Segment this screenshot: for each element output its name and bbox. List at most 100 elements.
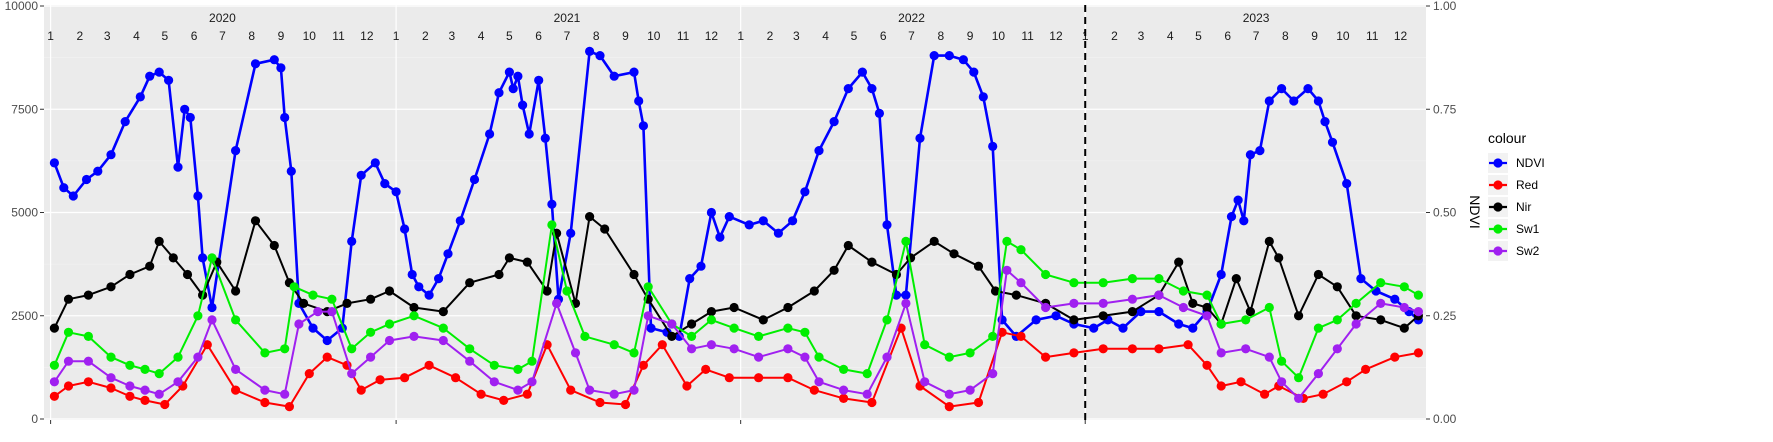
y-right-tick-label: 0.00 — [1433, 412, 1457, 426]
data-point-sw1 — [1313, 323, 1323, 333]
data-point-nir — [522, 257, 532, 267]
data-point-red — [1098, 344, 1108, 354]
data-point-ndvi — [867, 84, 877, 94]
data-point-ndvi — [1264, 96, 1274, 106]
data-point-nir — [973, 261, 984, 271]
data-point-nir — [843, 240, 853, 251]
data-point-sw1 — [106, 352, 116, 362]
year-label: 2020 — [209, 11, 236, 25]
data-point-nir — [145, 261, 155, 271]
data-point-sw2 — [1098, 298, 1108, 308]
data-point-sw1 — [1127, 274, 1137, 284]
y-axis-right-title: NDVI — [1467, 195, 1483, 228]
data-point-sw1 — [609, 340, 619, 350]
data-point-ndvi — [391, 187, 401, 197]
month-label: 9 — [622, 29, 629, 43]
data-point-sw1 — [154, 369, 164, 379]
data-point-nir — [687, 319, 697, 329]
month-label: 1 — [737, 29, 744, 43]
data-point-sw2 — [920, 377, 930, 387]
data-point-sw2 — [882, 352, 892, 362]
data-point-sw1 — [173, 352, 183, 362]
legend-label-ndvi: NDVI — [1516, 156, 1545, 170]
data-point-sw1 — [1277, 356, 1287, 366]
data-point-sw1 — [1351, 298, 1361, 308]
data-point-sw1 — [629, 348, 639, 358]
data-point-sw1 — [783, 323, 793, 333]
data-point-sw2 — [347, 369, 357, 379]
data-point-ndvi — [1174, 319, 1184, 329]
data-point-ndvi — [1216, 269, 1226, 280]
data-point-sw1 — [1376, 278, 1386, 288]
data-point-ndvi — [434, 274, 444, 284]
data-point-sw1 — [1241, 315, 1251, 325]
data-point-ndvi — [944, 51, 954, 61]
data-point-ndvi — [68, 191, 78, 201]
data-point-nir — [990, 286, 1001, 296]
data-point-sw2 — [1294, 393, 1304, 403]
data-point-ndvi — [1233, 195, 1243, 205]
data-point-ndvi — [800, 187, 810, 197]
data-point-red — [1342, 377, 1352, 387]
data-point-sw2 — [944, 389, 954, 399]
data-point-sw1 — [193, 311, 203, 321]
data-point-sw2 — [83, 356, 93, 366]
data-point-ndvi — [758, 216, 768, 226]
data-point-ndvi — [1245, 150, 1255, 160]
data-point-red — [125, 391, 135, 401]
data-point-nir — [182, 269, 193, 280]
data-point-sw2 — [839, 385, 849, 395]
data-point-sw2 — [106, 373, 116, 383]
data-point-sw2 — [754, 352, 764, 362]
data-point-ndvi — [1327, 137, 1338, 147]
data-point-ndvi — [93, 166, 103, 176]
data-point-ndvi — [193, 191, 203, 201]
data-point-ndvi — [696, 261, 706, 271]
data-point-ndvi — [524, 129, 534, 139]
data-point-ndvi — [874, 108, 885, 118]
data-point-red — [140, 395, 150, 405]
data-point-sw1 — [207, 253, 217, 263]
legend-key-sw1 — [1488, 219, 1508, 239]
month-label: 8 — [937, 29, 944, 43]
data-point-nir — [629, 269, 639, 280]
data-point-sw1 — [800, 327, 810, 337]
data-point-ndvi — [814, 146, 824, 156]
legend-title: colour — [1488, 130, 1526, 146]
month-label: 5 — [506, 29, 513, 43]
x-axis — [50, 420, 1086, 424]
data-point-sw2 — [1069, 298, 1079, 308]
data-point-sw1 — [1178, 286, 1188, 296]
data-point-red — [499, 395, 509, 405]
data-point-sw2 — [1178, 302, 1188, 313]
year-strip: 2020 2021 2022 2023 — [209, 11, 1270, 25]
month-label: 9 — [967, 29, 974, 43]
series-line-nir — [53, 215, 1420, 338]
data-point-sw2 — [783, 344, 793, 354]
data-point-red — [657, 340, 667, 350]
data-point-red — [1361, 364, 1371, 374]
data-point-nir — [106, 282, 116, 292]
data-point-red — [106, 383, 116, 393]
data-point-nir — [1313, 269, 1323, 280]
data-point-sw2 — [366, 352, 376, 362]
month-label: 2 — [77, 29, 84, 43]
data-point-ndvi — [978, 92, 988, 102]
data-point-ndvi — [1303, 84, 1313, 94]
data-point-nir — [494, 269, 504, 280]
data-point-red — [322, 352, 332, 362]
data-point-sw1 — [513, 364, 523, 374]
data-point-nir — [758, 315, 768, 325]
data-point-ndvi — [173, 162, 183, 172]
month-label: 3 — [1138, 29, 1145, 43]
month-label: 10 — [1336, 29, 1350, 43]
data-point-ndvi — [929, 51, 939, 61]
data-point-ndvi — [629, 67, 639, 77]
data-point-red — [356, 385, 366, 395]
data-point-sw1 — [1332, 315, 1342, 325]
data-point-sw1 — [1216, 319, 1226, 329]
data-point-nir — [929, 236, 939, 246]
data-point-red — [451, 373, 461, 383]
data-point-sw1 — [1202, 290, 1212, 300]
data-point-ndvi — [857, 67, 868, 77]
